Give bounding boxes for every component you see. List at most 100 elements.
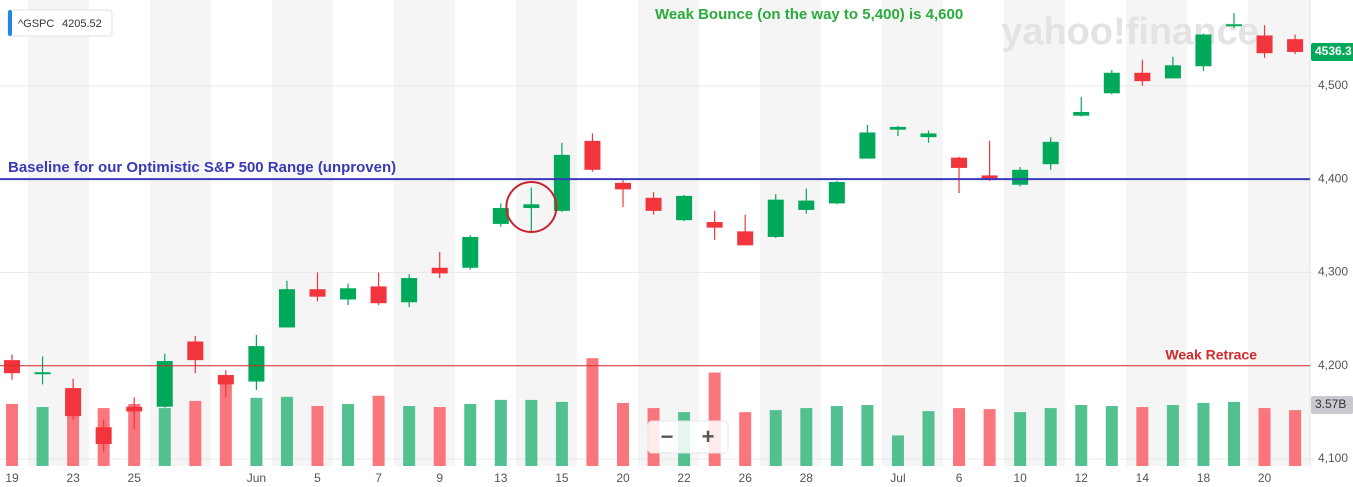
candle-body [1287,39,1304,52]
watermark: yahoo!finance [1001,11,1259,53]
x-tick-label: 19 [5,471,19,485]
x-tick-label: 20 [1258,471,1272,485]
volume-bar [983,409,996,466]
candle-body [1134,72,1151,82]
candle-body [370,286,387,304]
x-tick-label: 26 [739,471,753,485]
y-tick-label: 4,300 [1318,265,1348,279]
volume-bar [739,412,752,466]
y-tick-label: 4,200 [1318,358,1348,372]
candle-body [248,346,265,382]
candle-body [1073,111,1090,116]
volume-bar [464,403,477,466]
x-tick-label: 15 [555,471,569,485]
price-tag: 4536.3 [1315,44,1352,58]
zoom-button[interactable]: − [661,424,674,449]
volume-bar [1014,412,1027,466]
candle-body [859,132,876,159]
reference-label: Weak Retrace [1165,346,1257,362]
volume-bar [1289,410,1302,466]
volume-bar [769,410,782,466]
ticker-accent [8,10,12,36]
volume-bar [1136,407,1149,466]
candle-body [1256,35,1273,54]
x-tick-label: 14 [1136,471,1150,485]
volume-bar [586,358,599,466]
volume-bar [311,406,324,466]
volume-bar [36,407,49,466]
ticker-symbol: ^GSPC [18,18,54,30]
volume-bar [830,406,843,466]
candle-body [706,222,723,228]
x-tick-label: 6 [956,471,963,485]
candle-body [401,278,418,303]
candle-body [4,360,20,374]
highlight-circle [505,181,558,233]
volume-bar [1228,401,1240,466]
x-tick-label: 7 [375,471,382,485]
y-tick-label: 4,500 [1318,78,1348,92]
candle-body [676,195,693,221]
candle-body [553,154,570,211]
volume-bar [67,403,80,466]
candle-body [65,388,82,417]
candle-body [951,157,968,168]
x-tick-label: 28 [800,471,814,485]
x-tick-label: 18 [1197,471,1211,485]
volume-bar [280,396,293,466]
x-tick-label: Jun [247,471,266,485]
x-tick-label: 20 [616,471,630,485]
volume-bar [1075,404,1088,466]
candle-body [340,288,357,300]
zoom-button[interactable]: + [702,424,715,449]
volume-bar [1105,406,1118,466]
volume-bar [617,402,629,466]
price-tag-box [1311,42,1353,61]
ticker-price: 4205.52 [62,18,102,30]
x-tick-label: 9 [436,471,443,485]
volume-bar [128,403,141,466]
volume-bar [433,407,446,466]
volume-bar [403,406,416,466]
candle-body [1012,169,1029,185]
volume-bar [555,401,568,466]
candle-body [767,199,784,237]
volume-bar [1166,404,1179,466]
candle-body [798,200,815,210]
candle-body [737,231,754,246]
candle-body [1195,34,1212,67]
volume-bar [922,411,935,466]
candle-body [1164,65,1181,79]
candle-body [828,181,845,204]
volume-bar [494,399,507,466]
candle-body [126,406,143,412]
candle-body [492,208,509,224]
volume-bar [372,395,385,466]
stripe [1248,0,1309,466]
volume-bar [1044,408,1057,466]
candle-body [95,427,112,445]
x-tick-label: 25 [128,471,142,485]
volume-bar [158,408,171,466]
volume-bar [800,408,813,466]
stripe [638,0,699,466]
volume-bar [342,403,355,466]
candle-body [217,375,234,385]
volume-bar [891,435,904,466]
x-tick-label: 22 [677,471,691,485]
y-tick-label: 4,100 [1318,451,1348,465]
volume-bar [6,403,18,466]
background [28,0,1309,466]
volume-bar [861,404,874,466]
stripe [516,0,577,466]
volume-bar [525,399,538,466]
x-tick-label: 12 [1075,471,1089,485]
stripe [882,0,943,466]
candle-body [431,267,448,274]
x-tick-label: 23 [66,471,80,485]
stripe [394,0,455,466]
candle-body [584,140,601,170]
candle-body [1226,24,1242,27]
candle-body [1103,72,1120,94]
